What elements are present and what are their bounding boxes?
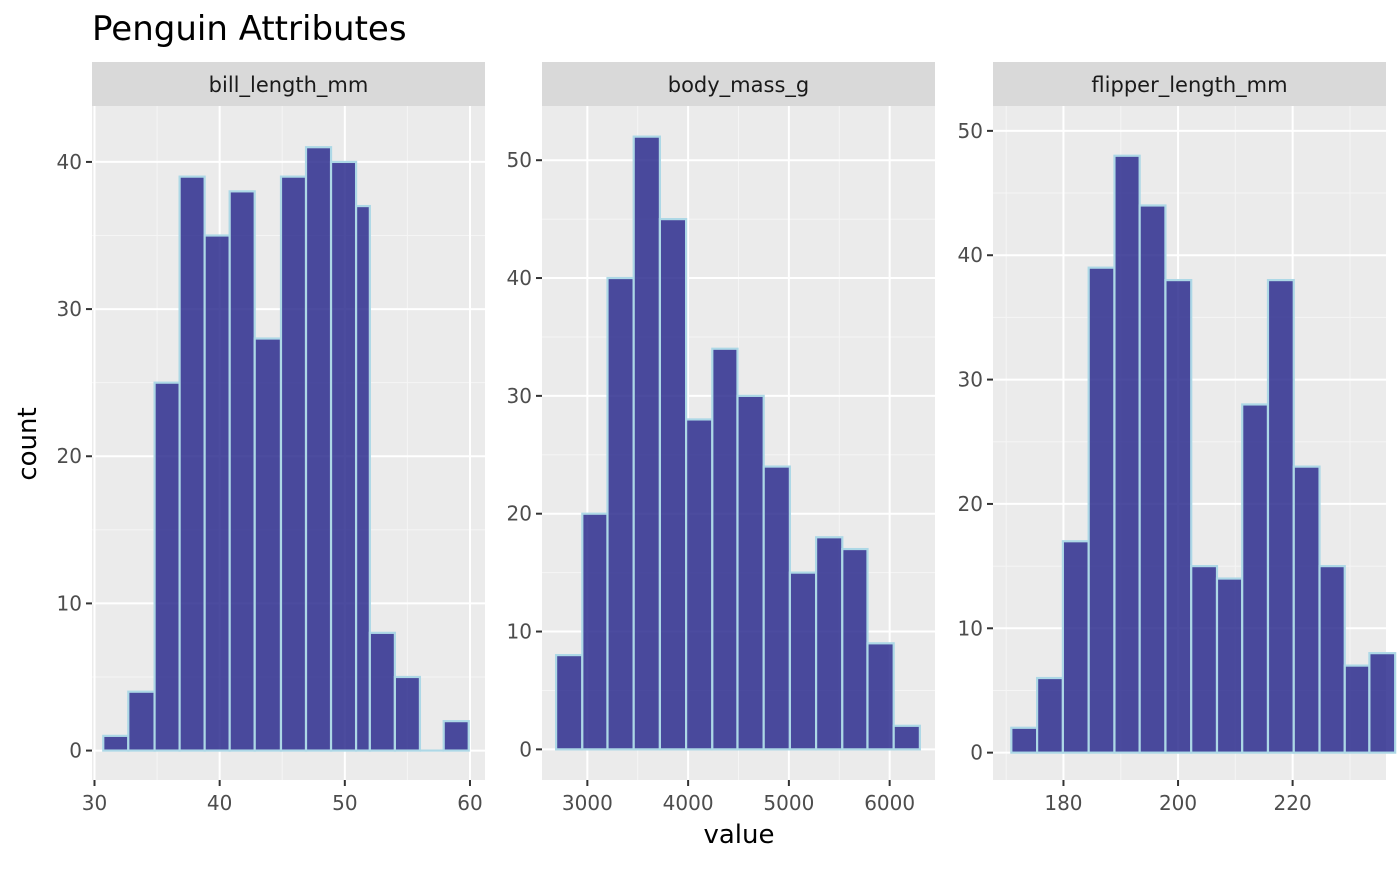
histogram-bar bbox=[178, 175, 206, 752]
histogram-bar bbox=[684, 418, 714, 751]
chart-title: Penguin Attributes bbox=[92, 9, 407, 49]
histogram-bar bbox=[814, 536, 844, 751]
histogram-bar bbox=[1215, 577, 1244, 754]
y-tick-label: 20 bbox=[507, 502, 532, 526]
facet-panel-body-mass-g: body_mass_g 0 10 20 30 40 50 3000 4000 5000 6000 bbox=[507, 62, 935, 815]
x-tick-label: 40 bbox=[207, 791, 232, 815]
x-tick-label: 5000 bbox=[763, 791, 814, 815]
histogram-bar bbox=[1138, 204, 1167, 754]
y-tick-label: 30 bbox=[507, 384, 532, 408]
y-tick-label: 40 bbox=[958, 243, 983, 267]
histogram-bar bbox=[892, 724, 921, 751]
facet-panel-bill-length-mm: bill_length_mm 0 10 20 30 40 30 40 50 60 bbox=[57, 62, 485, 815]
histogram-bar bbox=[762, 465, 791, 751]
histogram-bar bbox=[658, 218, 688, 751]
y-tick-label: 20 bbox=[958, 492, 983, 516]
facet-panels: bill_length_mm 0 10 20 30 40 30 40 50 60 body_mass… bbox=[57, 62, 1397, 815]
facet-strip-label: bill_length_mm bbox=[209, 73, 369, 98]
histogram-bar bbox=[253, 337, 283, 752]
histogram-bar bbox=[866, 642, 895, 751]
y-tick-label: 0 bbox=[519, 737, 532, 761]
x-tick-label: 60 bbox=[457, 791, 482, 815]
histogram-bar bbox=[329, 160, 358, 752]
facet-strip bbox=[92, 62, 485, 106]
facet-panel-flipper-length-mm: flipper_length_mm 0 10 20 30 40 50 180 200 220 bbox=[958, 62, 1397, 815]
x-tick-label: 4000 bbox=[663, 791, 714, 815]
histogram-bar bbox=[1164, 278, 1193, 754]
y-tick-label: 0 bbox=[970, 741, 983, 765]
x-tick-label: 30 bbox=[82, 791, 107, 815]
histogram-bar bbox=[736, 394, 765, 751]
y-axis-title: count bbox=[13, 407, 43, 480]
histogram-bar bbox=[1113, 154, 1141, 754]
y-tick-label: 50 bbox=[507, 148, 532, 172]
histogram-bar bbox=[153, 381, 181, 752]
histogram-bar bbox=[279, 175, 308, 752]
histogram-bar bbox=[1036, 676, 1064, 754]
x-tick-label: 200 bbox=[1159, 791, 1197, 815]
histogram-bar bbox=[555, 653, 584, 751]
facet-strip-label: flipper_length_mm bbox=[1091, 73, 1287, 98]
histogram-bar bbox=[1241, 403, 1270, 754]
histogram-bar bbox=[606, 276, 635, 751]
y-tick-label: 40 bbox=[507, 266, 532, 290]
y-tick-label: 20 bbox=[57, 444, 82, 468]
histogram-bar bbox=[393, 675, 422, 752]
histogram-bar bbox=[354, 204, 371, 752]
histogram-bar bbox=[1343, 664, 1371, 754]
histogram-bar bbox=[1190, 565, 1219, 754]
y-tick-label: 30 bbox=[57, 297, 82, 321]
histogram-bar bbox=[127, 690, 156, 752]
x-tick-label: 180 bbox=[1044, 791, 1082, 815]
histogram-bar bbox=[1266, 278, 1295, 754]
y-tick-label: 50 bbox=[958, 119, 983, 143]
x-axis-title: value bbox=[703, 820, 774, 850]
histogram-bar bbox=[442, 720, 470, 752]
histogram-bar bbox=[1318, 565, 1346, 754]
histogram-bar bbox=[1010, 726, 1039, 754]
y-tick-label: 40 bbox=[57, 150, 82, 174]
histogram-bar bbox=[304, 146, 333, 752]
histogram-bar bbox=[841, 547, 869, 751]
histogram-bar bbox=[203, 234, 231, 752]
y-tick-label: 10 bbox=[958, 616, 983, 640]
histogram-bar bbox=[102, 734, 130, 752]
facet-strip bbox=[542, 62, 935, 106]
histogram-bar bbox=[368, 631, 396, 752]
y-tick-label: 10 bbox=[57, 591, 82, 615]
facet-strip-label: body_mass_g bbox=[668, 73, 809, 98]
histogram-bar bbox=[581, 512, 609, 751]
x-tick-label: 3000 bbox=[562, 791, 613, 815]
histogram-bar bbox=[1292, 465, 1321, 754]
histogram-bar bbox=[1368, 652, 1397, 754]
facet-strip bbox=[993, 62, 1386, 106]
histogram-bar bbox=[228, 190, 256, 752]
y-tick-label: 30 bbox=[958, 368, 983, 392]
histogram-bar bbox=[1061, 540, 1090, 754]
histogram-bar bbox=[711, 347, 739, 751]
histogram-bar bbox=[1087, 266, 1116, 754]
x-tick-label: 6000 bbox=[864, 791, 915, 815]
histogram-bar bbox=[632, 135, 662, 751]
x-tick-label: 220 bbox=[1274, 791, 1312, 815]
y-tick-label: 10 bbox=[507, 620, 532, 644]
histogram-bar bbox=[788, 571, 818, 751]
y-tick-label: 0 bbox=[69, 739, 82, 763]
x-tick-label: 50 bbox=[332, 791, 357, 815]
